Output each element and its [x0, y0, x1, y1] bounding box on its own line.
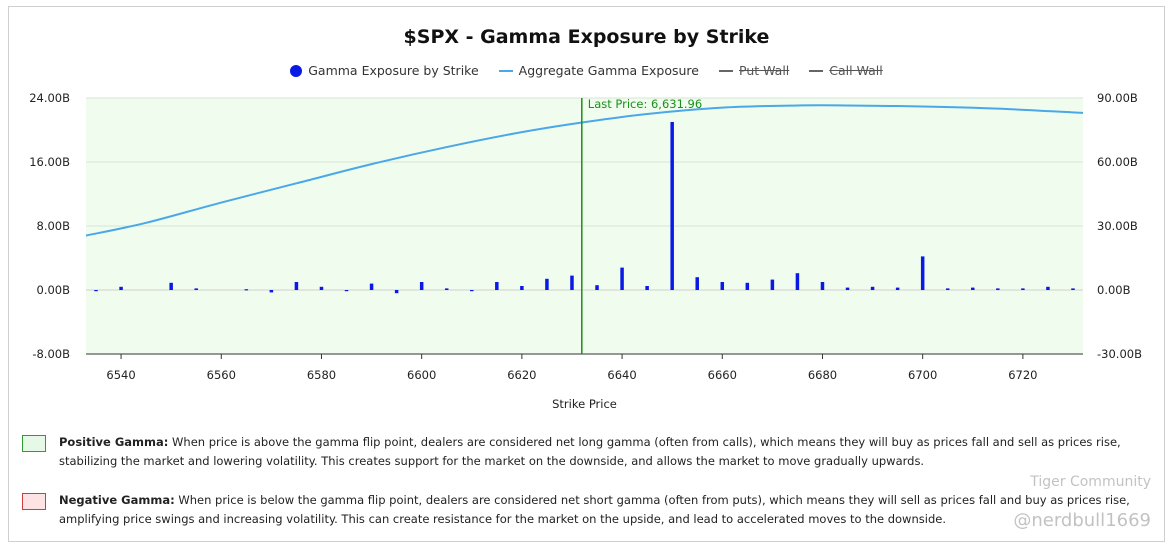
legend-line-icon	[498, 69, 513, 72]
gamma-bar	[870, 286, 875, 290]
negative-gamma-text: When price is below the gamma flip point…	[59, 493, 1130, 526]
chart-legend: Gamma Exposure by Strike Aggregate Gamma…	[0, 63, 1173, 78]
x-tick-label: 6640	[607, 368, 636, 382]
y-tick-label: 8.00B	[37, 219, 71, 233]
y2-tick-label: -30.00B	[1097, 347, 1142, 361]
gamma-bar	[419, 282, 424, 290]
gamma-bar	[720, 282, 725, 290]
y2-tick-label: 0.00B	[1097, 283, 1131, 297]
x-tick-label: 6720	[1008, 368, 1037, 382]
negative-gamma-heading: Negative Gamma:	[59, 493, 175, 507]
gamma-bar	[520, 286, 524, 290]
last-price-label: Last Price: 6,631.96	[588, 97, 702, 111]
positive-gamma-note: Positive Gamma: When price is above the …	[22, 433, 1147, 471]
gamma-bar	[444, 288, 449, 290]
negative-gamma-swatch	[22, 493, 46, 510]
gamma-bar	[920, 256, 925, 290]
gamma-bar	[119, 286, 123, 290]
gamma-bar	[845, 287, 850, 290]
positive-gamma-swatch	[22, 435, 46, 452]
legend-item-put-wall[interactable]: Put Wall	[719, 63, 789, 78]
y2-tick-label: 90.00B	[1097, 91, 1138, 105]
legend-label: Put Wall	[739, 63, 790, 78]
gamma-bar	[770, 279, 775, 290]
x-axis-title: Strike Price	[552, 397, 617, 411]
x-tick-label: 6620	[507, 368, 536, 382]
gamma-bar	[1046, 286, 1050, 290]
gamma-bar	[895, 287, 900, 290]
gamma-bar	[545, 278, 549, 290]
x-tick-label: 6580	[307, 368, 336, 382]
watermark-handle: @nerdbull1669	[1013, 510, 1151, 531]
gamma-bar	[795, 273, 800, 290]
gamma-bar	[971, 287, 975, 290]
x-tick-label: 6700	[908, 368, 937, 382]
gamma-bar	[1071, 288, 1075, 290]
legend-label: Aggregate Gamma Exposure	[518, 63, 699, 78]
gamma-bar	[94, 290, 98, 292]
gamma-bar	[645, 286, 649, 290]
gamma-bar	[745, 282, 750, 290]
y2-tick-label: 30.00B	[1097, 219, 1138, 233]
gamma-bar	[319, 286, 324, 290]
gamma-bar	[996, 288, 1000, 290]
gamma-bar	[945, 288, 950, 290]
gamma-bar	[670, 122, 674, 290]
gamma-bar	[820, 282, 825, 290]
legend-line-icon	[809, 69, 824, 72]
legend-dot-icon	[290, 64, 303, 77]
x-tick-label: 6660	[708, 368, 737, 382]
y-tick-label: 16.00B	[29, 155, 70, 169]
chart-title: $SPX - Gamma Exposure by Strike	[403, 26, 770, 48]
y-tick-label: -8.00B	[32, 347, 70, 361]
gamma-bar	[1021, 288, 1025, 290]
y-tick-label: 0.00B	[37, 283, 71, 297]
gamma-bar	[570, 275, 574, 290]
x-tick-label: 6680	[808, 368, 837, 382]
gamma-bar	[394, 290, 399, 294]
gamma-bar	[194, 288, 198, 290]
watermark-brand: Tiger Community	[1030, 474, 1151, 490]
gamma-bar	[169, 282, 173, 290]
positive-gamma-heading: Positive Gamma:	[59, 435, 169, 449]
x-tick-label: 6560	[207, 368, 236, 382]
legend-item-call-wall[interactable]: Call Wall	[809, 63, 883, 78]
gamma-bar	[470, 290, 474, 292]
y-tick-label: 24.00B	[29, 91, 70, 105]
negative-gamma-note: Negative Gamma: When price is below the …	[22, 491, 1147, 529]
legend-label: Gamma Exposure by Strike	[308, 63, 479, 78]
legend-item-aggregate-gamma[interactable]: Aggregate Gamma Exposure	[498, 63, 699, 78]
x-tick-label: 6540	[106, 368, 135, 382]
gamma-bar	[369, 283, 374, 290]
gamma-bar	[244, 289, 249, 291]
gamma-bar	[620, 267, 624, 290]
positive-gamma-text: When price is above the gamma flip point…	[59, 435, 1121, 468]
legend-label: Call Wall	[829, 63, 883, 78]
gamma-bar	[495, 282, 499, 290]
gamma-bar	[695, 277, 699, 290]
legend-line-icon	[719, 69, 733, 72]
gamma-bar	[595, 285, 599, 290]
y2-tick-label: 60.00B	[1097, 155, 1138, 169]
gamma-bar	[294, 282, 299, 290]
gamma-bar	[344, 290, 349, 292]
x-tick-label: 6600	[407, 368, 436, 382]
gamma-bar	[269, 290, 274, 293]
legend-item-gamma-by-strike[interactable]: Gamma Exposure by Strike	[290, 63, 479, 78]
